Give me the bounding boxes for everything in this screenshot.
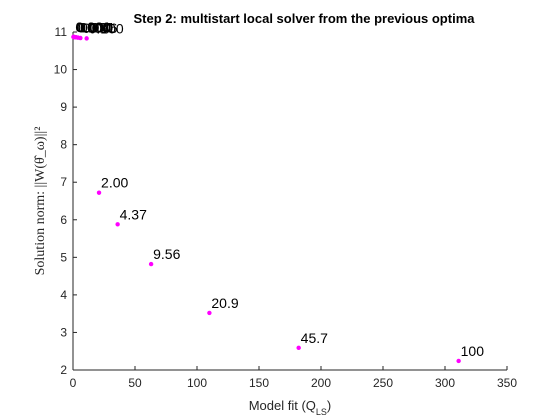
data-point <box>207 310 212 316</box>
plot-area <box>73 32 507 370</box>
y-tick-label: 11 <box>55 25 68 39</box>
y-tick-label: 9 <box>60 100 67 114</box>
data-point-label: 0.046 <box>82 20 117 36</box>
x-tick-label: 0 <box>70 376 77 390</box>
y-axis-label: Solution norm: ||W(θ̂_ω)||² <box>33 127 48 276</box>
chart-title: Step 2: multistart local solver from the… <box>134 11 476 26</box>
data-point-label: 0.100 <box>89 20 124 36</box>
x-axis-label-subscript: LS <box>316 407 327 417</box>
data-point <box>148 261 154 267</box>
data-point-label: 9.56 <box>153 246 180 262</box>
x-tick-label: 350 <box>497 376 517 390</box>
x-tick-label: 100 <box>187 376 207 390</box>
x-tick-label: 150 <box>249 376 269 390</box>
y-tick-label: 5 <box>60 250 67 264</box>
data-point <box>84 36 89 41</box>
y-tick-label: 10 <box>54 63 68 77</box>
x-axis-label: Model fit (QLS) <box>249 398 332 417</box>
data-point-label: 0.021 <box>80 20 115 36</box>
x-tick-label: 250 <box>373 376 393 390</box>
data-point <box>96 190 102 195</box>
x-tick-label: 300 <box>435 376 455 390</box>
data-point-label: 4.37 <box>120 206 147 222</box>
y-tick-label: 4 <box>60 288 67 302</box>
data-points <box>71 34 461 364</box>
data-point <box>296 345 301 351</box>
data-point-label: 0.010 <box>78 19 113 35</box>
y-tick-label: 7 <box>60 175 67 189</box>
y-tick-label: 3 <box>60 325 67 339</box>
data-point-label: 0.000 <box>75 19 110 35</box>
data-point <box>456 358 461 364</box>
data-point-label: 100 <box>461 343 485 359</box>
data-point-label: 2.00 <box>101 175 128 191</box>
y-tick-label: 2 <box>60 363 67 377</box>
x-tick-label: 50 <box>128 376 142 390</box>
x-axis-label-close: ) <box>327 398 331 413</box>
data-point-label: 0.001 <box>76 19 111 35</box>
y-tick-label: 8 <box>60 138 67 152</box>
y-tick-label: 6 <box>60 213 67 227</box>
data-point-label: 0.004 <box>77 19 112 35</box>
data-point-label: 45.7 <box>301 330 328 346</box>
axis-ticks: 0 50 100 150 200 250 300 350 2 3 4 5 6 7 8 9 10 11 <box>54 25 518 390</box>
data-point <box>78 35 83 41</box>
data-point-label: 20.9 <box>211 295 238 311</box>
x-tick-label: 200 <box>311 376 331 390</box>
data-point <box>115 222 120 227</box>
x-axis-label-main: Model fit (Q <box>249 398 316 413</box>
